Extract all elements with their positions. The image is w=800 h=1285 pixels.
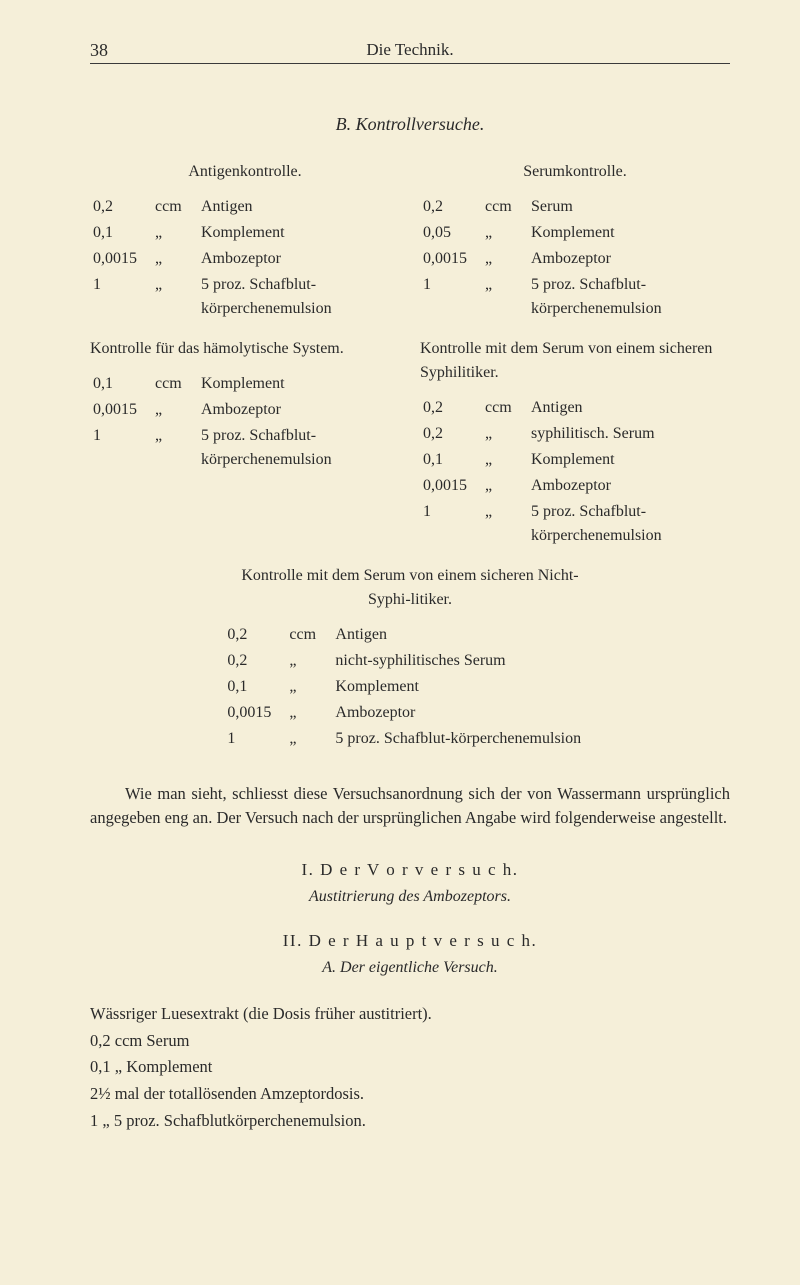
- qty: 0,05: [420, 220, 482, 246]
- body-line: 2½ mal der totallösenden Amzeptordosis.: [90, 1082, 730, 1107]
- paragraph: Wie man sieht, schliesst diese Versuchsa…: [90, 782, 730, 830]
- unit: „: [482, 447, 528, 473]
- haemolytic-control: Kontrolle für das hämolytische System. 0…: [90, 337, 400, 549]
- unit: „: [286, 700, 332, 726]
- qty: 0,1: [224, 674, 286, 700]
- page-header: 38 Die Technik.: [90, 40, 730, 64]
- unit: „: [482, 499, 528, 549]
- antigen-control-table: 0,2ccmAntigen 0,1„Komplement 0,0015„Ambo…: [90, 194, 400, 322]
- haemolytic-control-table: 0,1ccmKomplement 0,0015„Ambozeptor 1„5 p…: [90, 371, 400, 473]
- row-2: Kontrolle für das hämolytische System. 0…: [90, 337, 730, 549]
- desc: nicht-syphilitisches Serum: [332, 648, 595, 674]
- qty: 0,2: [420, 194, 482, 220]
- desc: Komplement: [332, 674, 595, 700]
- qty: 1: [90, 272, 152, 322]
- desc: Antigen: [198, 194, 400, 220]
- unit: „: [152, 220, 198, 246]
- unit: „: [152, 423, 198, 473]
- desc: Antigen: [332, 622, 595, 648]
- non-syphilitic-control-table: 0,2ccmAntigen 0,2„nicht-syphilitisches S…: [224, 622, 595, 752]
- desc: syphilitisch. Serum: [528, 421, 730, 447]
- unit: ccm: [152, 371, 198, 397]
- section-i-heading: I. D e r V o r v e r s u c h.: [90, 860, 730, 880]
- qty: 0,1: [420, 447, 482, 473]
- body-line: 1 „ 5 proz. Schafblutkörperchenemulsion.: [90, 1109, 730, 1134]
- unit: „: [482, 421, 528, 447]
- unit: „: [482, 473, 528, 499]
- serum-control-title: Serumkontrolle.: [420, 160, 730, 184]
- qty: 0,2: [90, 194, 152, 220]
- unit: „: [482, 220, 528, 246]
- qty: 0,1: [90, 220, 152, 246]
- qty: 1: [420, 499, 482, 549]
- desc: 5 proz. Schafblut-körperchenemulsion: [198, 272, 400, 322]
- unit: „: [482, 246, 528, 272]
- running-title: Die Technik.: [150, 40, 730, 61]
- desc: Ambozeptor: [332, 700, 595, 726]
- unit: ccm: [482, 395, 528, 421]
- syphilitic-control-title: Kontrolle mit dem Serum von einem sicher…: [420, 337, 730, 385]
- body-line: Wässriger Luesextrakt (die Dosis früher …: [90, 1002, 730, 1027]
- unit: „: [286, 726, 332, 752]
- body-line: 0,2 ccm Serum: [90, 1029, 730, 1054]
- unit: ccm: [482, 194, 528, 220]
- desc: Komplement: [198, 220, 400, 246]
- page-number: 38: [90, 40, 150, 61]
- unit: „: [286, 674, 332, 700]
- qty: 1: [90, 423, 152, 473]
- desc: Ambozeptor: [198, 246, 400, 272]
- non-syphilitic-control: Kontrolle mit dem Serum von einem sicher…: [224, 564, 595, 752]
- desc: 5 proz. Schafblut-körperchenemulsion: [198, 423, 400, 473]
- section-b-heading: B. Kontrollversuche.: [90, 114, 730, 135]
- syphilitic-control-table: 0,2ccmAntigen 0,2„syphilitisch. Serum 0,…: [420, 395, 730, 549]
- body-line: 0,1 „ Komplement: [90, 1055, 730, 1080]
- qty: 0,0015: [90, 397, 152, 423]
- unit: „: [482, 272, 528, 322]
- qty: 0,0015: [420, 473, 482, 499]
- desc: Ambozeptor: [528, 246, 730, 272]
- qty: 0,1: [90, 371, 152, 397]
- antigen-control-title: Antigenkontrolle.: [90, 160, 400, 184]
- desc: 5 proz. Schafblut-körperchenemulsion: [528, 272, 730, 322]
- qty: 0,2: [224, 648, 286, 674]
- antigen-control: Antigenkontrolle. 0,2ccmAntigen 0,1„Komp…: [90, 160, 400, 322]
- syphilitic-control: Kontrolle mit dem Serum von einem sicher…: [420, 337, 730, 549]
- desc: Komplement: [528, 220, 730, 246]
- desc: Ambozeptor: [198, 397, 400, 423]
- non-syphilitic-control-title: Kontrolle mit dem Serum von einem sicher…: [224, 564, 595, 612]
- desc: 5 proz. Schafblut-körperchenemulsion: [528, 499, 730, 549]
- qty: 0,0015: [90, 246, 152, 272]
- desc: Antigen: [528, 395, 730, 421]
- page: 38 Die Technik. B. Kontrollversuche. Ant…: [0, 0, 800, 1176]
- desc: Komplement: [528, 447, 730, 473]
- unit: ccm: [286, 622, 332, 648]
- section-ii-subheading: A. Der eigentliche Versuch.: [90, 959, 730, 977]
- desc: 5 proz. Schafblut-körperchenemulsion: [332, 726, 595, 752]
- serum-control-table: 0,2ccmSerum 0,05„Komplement 0,0015„Amboz…: [420, 194, 730, 322]
- qty: 0,2: [420, 395, 482, 421]
- unit: „: [152, 246, 198, 272]
- qty: 0,0015: [420, 246, 482, 272]
- unit: „: [152, 397, 198, 423]
- desc: Komplement: [198, 371, 400, 397]
- desc: Serum: [528, 194, 730, 220]
- serum-control: Serumkontrolle. 0,2ccmSerum 0,05„Komplem…: [420, 160, 730, 322]
- unit: „: [286, 648, 332, 674]
- unit: „: [152, 272, 198, 322]
- section-i-subheading: Austitrierung des Ambozeptors.: [90, 888, 730, 906]
- desc: Ambozeptor: [528, 473, 730, 499]
- qty: 0,0015: [224, 700, 286, 726]
- qty: 1: [420, 272, 482, 322]
- row-1: Antigenkontrolle. 0,2ccmAntigen 0,1„Komp…: [90, 160, 730, 322]
- qty: 1: [224, 726, 286, 752]
- haemolytic-control-title: Kontrolle für das hämolytische System.: [90, 337, 400, 361]
- qty: 0,2: [224, 622, 286, 648]
- qty: 0,2: [420, 421, 482, 447]
- unit: ccm: [152, 194, 198, 220]
- section-ii-heading: II. D e r H a u p t v e r s u c h.: [90, 931, 730, 951]
